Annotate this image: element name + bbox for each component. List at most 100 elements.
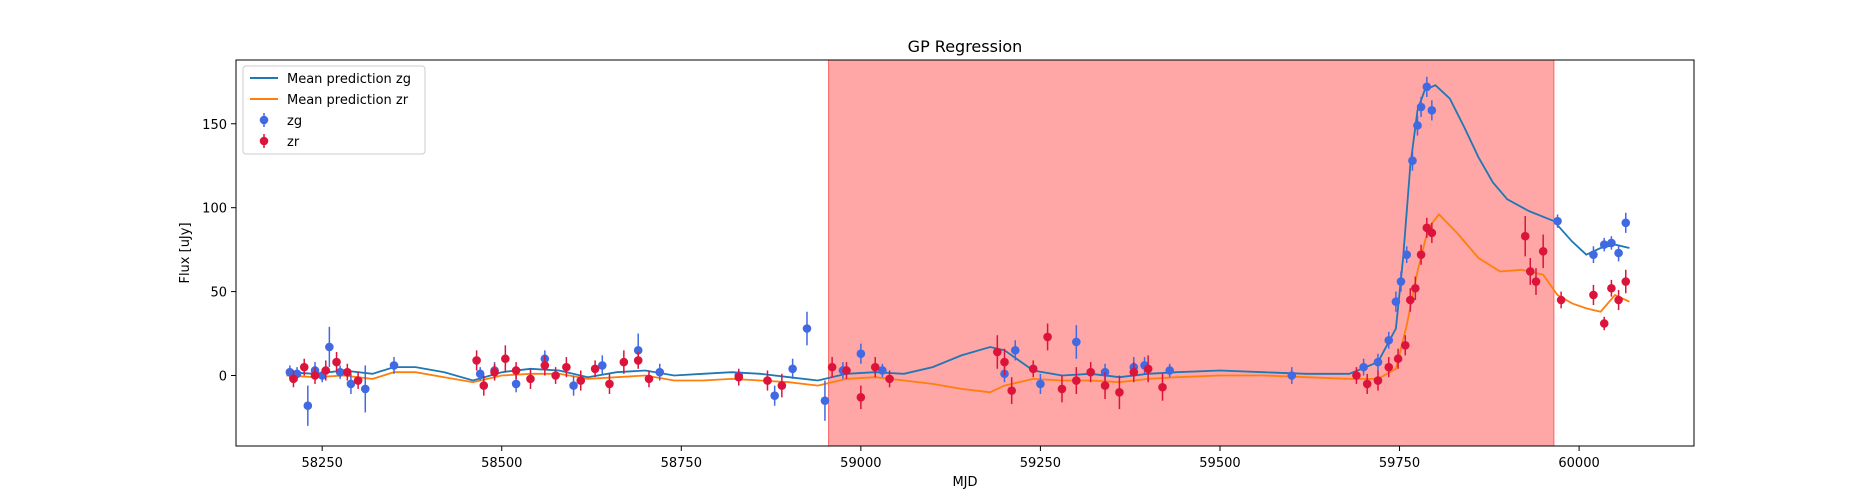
data-point <box>1100 381 1110 390</box>
series-mean-prediction-zg <box>286 84 1630 382</box>
data-point <box>1416 102 1426 112</box>
plot-frame <box>235 59 1695 447</box>
x-tick-label: 60000 <box>1558 456 1599 471</box>
data-point <box>1384 362 1394 372</box>
data-point <box>1538 247 1548 256</box>
data-point <box>1072 376 1081 385</box>
series-zr <box>289 216 1631 410</box>
legend-label: Mean prediction zr <box>287 93 409 108</box>
data-point <box>878 366 887 375</box>
data-point <box>569 381 578 390</box>
data-point <box>1028 364 1038 374</box>
data-point <box>1165 366 1174 375</box>
y-axis: 0 50 100 150 <box>202 118 236 385</box>
series-line <box>286 213 1630 394</box>
data-point <box>734 372 744 382</box>
data-point <box>1373 376 1383 385</box>
data-point <box>389 361 399 370</box>
x-tick-label: 58500 <box>481 456 522 471</box>
data-point <box>303 401 313 411</box>
legend-label: Mean prediction zg <box>287 72 411 87</box>
legend-item: zg <box>259 113 302 129</box>
data-point <box>343 367 352 377</box>
data-point <box>1408 156 1417 165</box>
data-point <box>1391 297 1401 306</box>
data-point <box>1143 364 1153 374</box>
data-point <box>1393 354 1403 364</box>
x-tick-label: 58250 <box>302 456 343 471</box>
data-point <box>777 381 787 390</box>
data-point <box>1402 250 1412 259</box>
data-point <box>562 362 571 372</box>
data-point <box>1287 371 1297 380</box>
data-point <box>1158 382 1167 392</box>
data-point <box>770 391 779 400</box>
data-point <box>1520 231 1530 241</box>
legend: Mean prediction zg Mean prediction zr zg zr <box>242 65 426 155</box>
data-point <box>335 367 345 377</box>
data-point <box>1553 216 1562 226</box>
data-point <box>633 356 643 365</box>
data-point <box>360 384 370 394</box>
data-point <box>1621 277 1631 286</box>
data-point <box>540 361 550 370</box>
data-point <box>1589 250 1598 259</box>
data-point <box>325 342 334 352</box>
y-tick-label: 100 <box>202 202 227 217</box>
data-point <box>763 376 772 385</box>
data-point <box>1359 362 1368 372</box>
data-point <box>472 356 481 365</box>
data-point <box>820 396 830 405</box>
series-line <box>286 84 1630 382</box>
data-point <box>1427 228 1437 238</box>
data-point <box>1129 367 1139 377</box>
data-point <box>870 362 880 372</box>
series-mean-prediction-zr <box>286 213 1630 394</box>
data-point <box>1413 121 1422 130</box>
data-point <box>511 379 521 389</box>
data-point <box>1589 290 1598 300</box>
data-point <box>1010 346 1020 355</box>
data-point <box>1416 250 1426 259</box>
data-point <box>1384 335 1394 345</box>
legend-marker-swatch <box>259 115 269 125</box>
data-point <box>1614 248 1623 258</box>
data-point <box>1036 379 1045 389</box>
legend-box <box>242 65 426 155</box>
data-point <box>1373 357 1383 367</box>
data-point <box>1621 218 1631 228</box>
data-point <box>1427 106 1437 115</box>
data-point <box>1115 387 1124 397</box>
data-point <box>576 376 586 385</box>
data-point <box>827 362 837 372</box>
chart-title: GP Regression <box>908 37 1023 56</box>
data-point <box>633 346 643 355</box>
highlight-region <box>828 60 1555 446</box>
x-axis: 58250 58500 58750 59000 59250 59500 59750 60000 <box>302 446 1600 471</box>
data-point <box>655 367 665 377</box>
legend-item: zr <box>259 134 300 150</box>
data-point <box>856 393 866 402</box>
x-axis-label: MJD <box>952 475 977 490</box>
data-point <box>1072 337 1081 347</box>
data-point <box>788 364 797 374</box>
data-point <box>310 371 320 380</box>
data-point <box>1057 384 1067 394</box>
data-point <box>842 366 851 375</box>
legend-label: zr <box>287 135 300 150</box>
x-tick-label: 59500 <box>1199 456 1240 471</box>
data-point <box>619 357 629 367</box>
x-tick-label: 58750 <box>661 456 702 471</box>
data-point <box>605 379 614 389</box>
x-tick-label: 59250 <box>1020 456 1061 471</box>
x-tick-label: 59000 <box>840 456 881 471</box>
data-point <box>285 367 295 377</box>
data-point <box>1614 295 1623 305</box>
data-point <box>501 354 510 364</box>
data-point <box>1607 283 1616 293</box>
legend-marker-swatch <box>259 136 269 146</box>
data-point <box>1607 238 1616 248</box>
data-point <box>321 366 331 375</box>
y-tick-label: 50 <box>210 286 227 301</box>
